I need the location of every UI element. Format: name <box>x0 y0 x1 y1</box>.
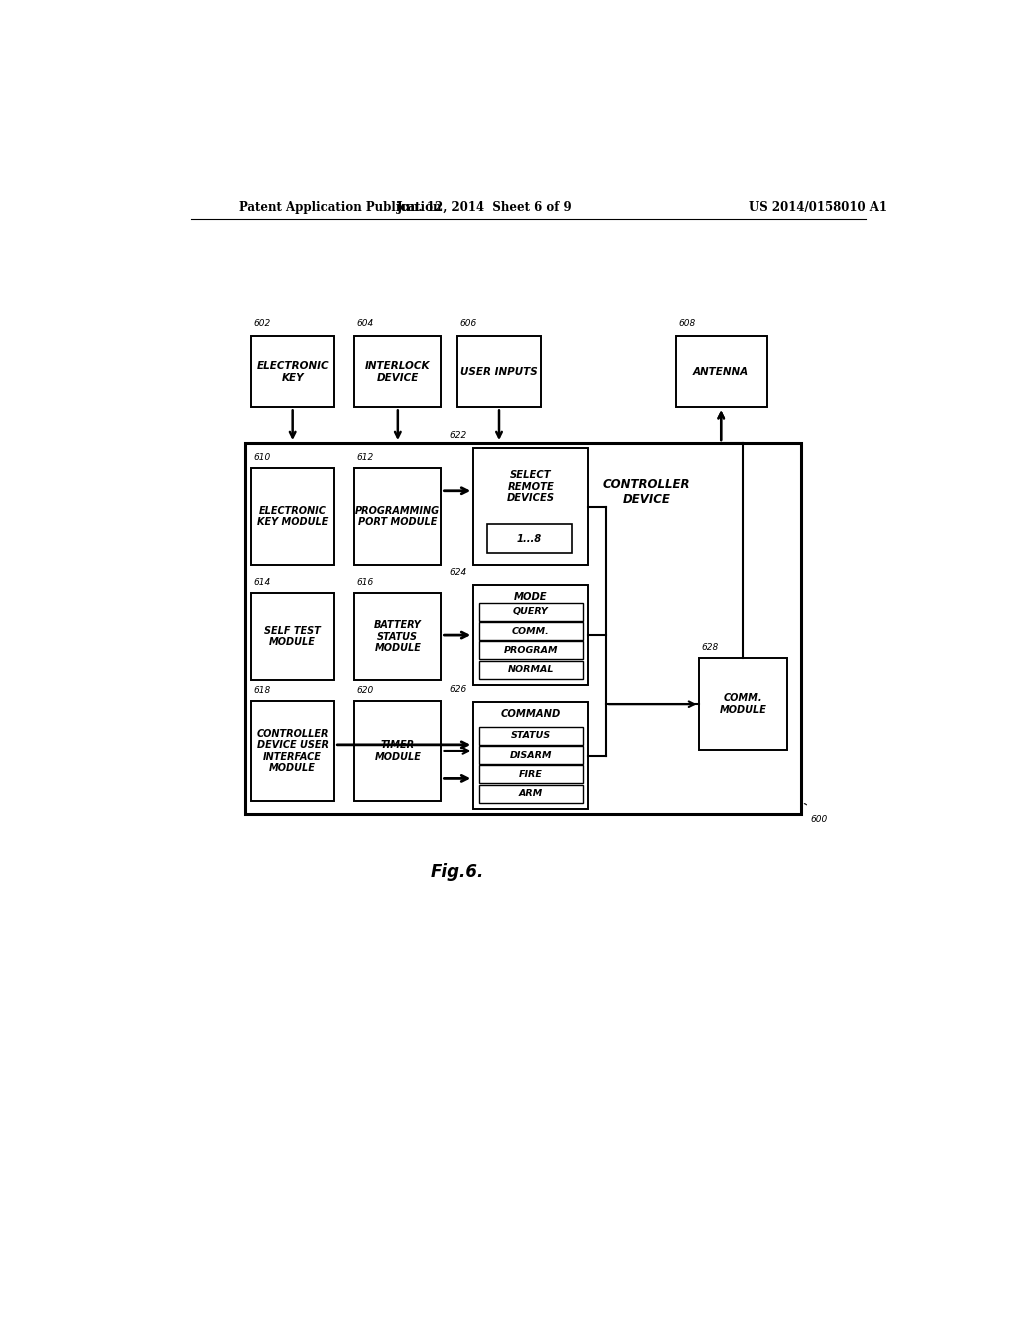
Bar <box>479 660 583 678</box>
Text: CONTROLLER
DEVICE USER
INTERFACE
MODULE: CONTROLLER DEVICE USER INTERFACE MODULE <box>256 729 329 774</box>
Text: INTERLOCK
DEVICE: INTERLOCK DEVICE <box>366 362 430 383</box>
Text: 610: 610 <box>253 453 270 462</box>
Bar <box>251 701 334 801</box>
Text: 606: 606 <box>460 319 477 329</box>
Text: SELECT
REMOTE
DEVICES: SELECT REMOTE DEVICES <box>507 470 555 503</box>
Bar <box>479 726 583 744</box>
Text: CONTROLLER
DEVICE: CONTROLLER DEVICE <box>602 478 690 506</box>
Text: US 2014/0158010 A1: US 2014/0158010 A1 <box>750 201 888 214</box>
Bar <box>473 702 588 809</box>
Text: ARM: ARM <box>518 789 543 799</box>
Text: Patent Application Publication: Patent Application Publication <box>240 201 441 214</box>
Bar <box>251 337 334 408</box>
Bar <box>676 337 767 408</box>
Text: STATUS: STATUS <box>511 731 551 741</box>
Bar <box>479 622 583 640</box>
Text: 600: 600 <box>811 814 827 824</box>
Text: QUERY: QUERY <box>513 607 549 616</box>
Text: 624: 624 <box>450 568 467 577</box>
Bar <box>479 642 583 660</box>
Bar <box>699 659 786 750</box>
Bar <box>354 469 441 565</box>
Text: PROGRAMMING
PORT MODULE: PROGRAMMING PORT MODULE <box>355 506 440 528</box>
Text: 616: 616 <box>356 578 374 587</box>
Bar <box>473 585 588 685</box>
Text: COMMAND: COMMAND <box>501 709 561 719</box>
Text: 604: 604 <box>356 319 374 329</box>
Text: 1...8: 1...8 <box>517 533 542 544</box>
Bar <box>479 746 583 764</box>
Text: 614: 614 <box>253 578 270 587</box>
Text: NORMAL: NORMAL <box>508 665 554 675</box>
Bar <box>458 337 541 408</box>
Text: USER INPUTS: USER INPUTS <box>460 367 538 376</box>
Text: TIMER
MODULE: TIMER MODULE <box>375 741 421 762</box>
Text: 608: 608 <box>678 319 695 329</box>
Text: ELECTRONIC
KEY: ELECTRONIC KEY <box>256 362 329 383</box>
Bar <box>479 602 583 620</box>
Bar <box>246 444 801 814</box>
Text: 620: 620 <box>356 686 374 696</box>
Bar <box>479 766 583 784</box>
Text: ANTENNA: ANTENNA <box>693 367 750 376</box>
Bar <box>486 524 572 553</box>
Text: SELF TEST
MODULE: SELF TEST MODULE <box>264 626 322 647</box>
Text: 622: 622 <box>450 430 467 440</box>
Text: ELECTRONIC
KEY MODULE: ELECTRONIC KEY MODULE <box>257 506 329 528</box>
Text: 626: 626 <box>450 685 467 694</box>
Text: DISARM: DISARM <box>510 751 552 759</box>
Text: COMM.
MODULE: COMM. MODULE <box>720 693 767 715</box>
Text: MODE: MODE <box>514 593 548 602</box>
Bar <box>354 701 441 801</box>
Text: PROGRAM: PROGRAM <box>504 645 558 655</box>
Bar <box>473 447 588 565</box>
Bar <box>354 594 441 680</box>
Bar <box>354 337 441 408</box>
Text: 628: 628 <box>701 643 719 652</box>
Text: 612: 612 <box>356 453 374 462</box>
Text: COMM.: COMM. <box>512 627 550 635</box>
Bar <box>251 594 334 680</box>
Text: 602: 602 <box>253 319 270 329</box>
Bar <box>479 784 583 803</box>
Bar <box>251 469 334 565</box>
Text: FIRE: FIRE <box>519 770 543 779</box>
Text: 618: 618 <box>253 686 270 696</box>
Text: Jun. 12, 2014  Sheet 6 of 9: Jun. 12, 2014 Sheet 6 of 9 <box>397 201 573 214</box>
Text: Fig.6.: Fig.6. <box>431 863 484 880</box>
Text: BATTERY
STATUS
MODULE: BATTERY STATUS MODULE <box>374 620 422 653</box>
